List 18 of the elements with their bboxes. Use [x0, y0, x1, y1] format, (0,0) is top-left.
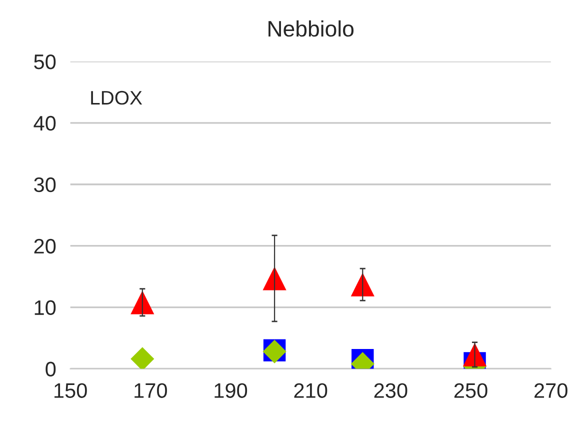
x-tick-label: 250	[454, 383, 488, 398]
y-tick-label: 50	[34, 54, 56, 70]
point	[130, 347, 154, 369]
x-tick-label: 210	[294, 383, 328, 398]
annotation: LDOX	[91, 90, 142, 105]
x-tick-label: 150	[54, 383, 87, 398]
x-tick-label: 270	[534, 383, 568, 398]
point	[350, 272, 374, 296]
y-tick-label: 10	[34, 300, 56, 316]
y-tick-label: 30	[34, 177, 56, 192]
y-tick-label: 0	[46, 362, 56, 377]
x-tick-label: 170	[134, 383, 167, 398]
x-tick-label: 190	[214, 383, 248, 398]
chart-title: Nebbiolo	[268, 20, 354, 37]
y-tick-label: 20	[34, 238, 56, 254]
point	[262, 266, 286, 290]
x-tick-label: 230	[374, 383, 408, 398]
y-tick-label: 40	[34, 116, 56, 131]
